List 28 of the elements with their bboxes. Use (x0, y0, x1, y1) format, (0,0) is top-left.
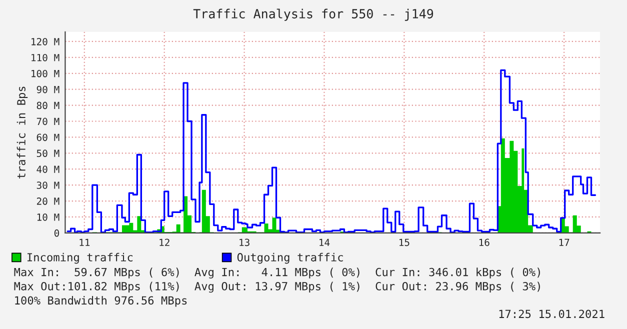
y-tick-label: 90 M (36, 86, 60, 94)
text: Max Out:101.82 MBps (11%) Avg Out: 13.97 MBps ( 1%) Cur Out: 23.96 MBps ( 3%) (14, 282, 540, 293)
x-tick-label: 11 (80, 238, 90, 246)
x-tick-label: 17 (559, 238, 570, 246)
y-tick-label: 110 M (32, 54, 60, 62)
y-tick-label: 100 M (32, 70, 60, 78)
y-tick-label: 120 M (32, 38, 60, 46)
y-tick-label: 10 M (37, 213, 60, 221)
text: 100% Bandwidth 976.56 MBps (15, 296, 187, 307)
x-tick-label: 15 (399, 238, 410, 246)
x-tick-label: 14 (320, 238, 330, 246)
chart-title: Traffic Analysis for 550 -- j149 (193, 8, 434, 21)
y-tick-label: 30 M (36, 182, 60, 189)
y-tick-label: 50 M (36, 150, 60, 158)
y-tick-label: 40 M (36, 166, 60, 173)
y-tick-label: 0 (54, 229, 60, 237)
x-tick-label: 12 (160, 238, 170, 246)
legend-label: Incoming traffic (28, 252, 133, 264)
y-tick-label: 80 M (36, 102, 60, 110)
text: 17:25 15.01.2021 (499, 310, 604, 318)
x-tick-label: 13 (240, 238, 250, 246)
y-tick-label: 70 M (36, 118, 60, 126)
y-tick-label: 20 M (36, 198, 60, 205)
y-axis-title: traffic in Bps (16, 86, 28, 179)
x-tick-label: 16 (479, 238, 490, 246)
y-tick-label: 60 M (36, 134, 60, 142)
legend-label: Outgoing traffic (237, 252, 343, 264)
text: Max In: 59.67 MBps ( 6%) Avg In: 4.11 MBps ( 0%) Cur In: 346.01 kBps ( 0%) (14, 268, 540, 278)
